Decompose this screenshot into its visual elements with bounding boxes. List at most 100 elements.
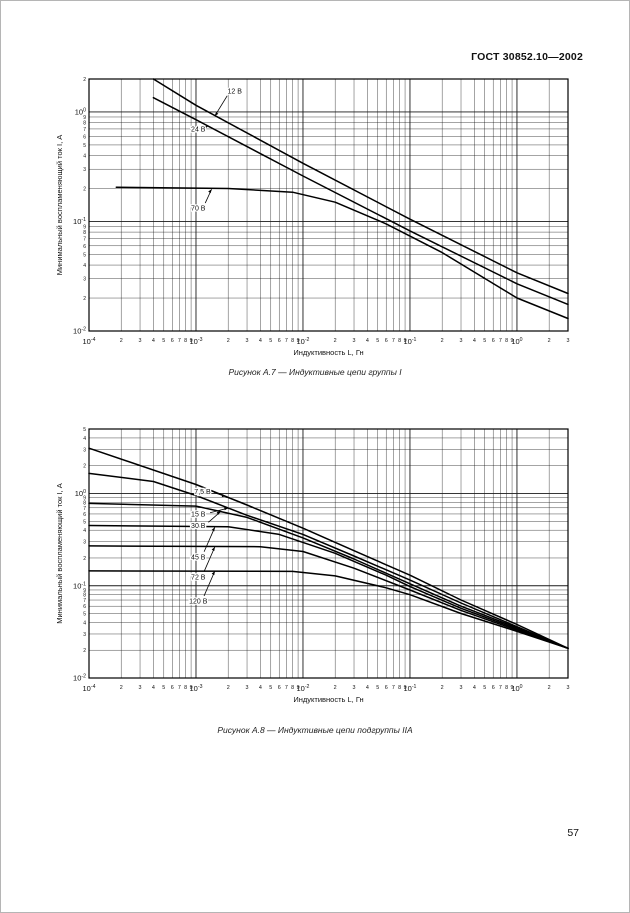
svg-text:45 В: 45 В (191, 554, 206, 561)
svg-text:5: 5 (83, 143, 86, 149)
svg-text:8: 8 (291, 685, 294, 691)
svg-text:2: 2 (334, 685, 337, 691)
svg-text:5: 5 (162, 685, 165, 691)
svg-text:7: 7 (83, 598, 86, 604)
svg-text:4: 4 (152, 338, 155, 344)
svg-text:4: 4 (83, 154, 86, 160)
svg-text:72 В: 72 В (191, 574, 206, 581)
svg-text:7: 7 (499, 685, 502, 691)
svg-text:2: 2 (83, 648, 86, 654)
page-number: 57 (567, 827, 579, 839)
svg-text:3: 3 (353, 338, 356, 344)
svg-text:8: 8 (398, 338, 401, 344)
svg-text:9: 9 (190, 685, 193, 691)
svg-text:10-1: 10-1 (403, 684, 416, 693)
svg-text:9: 9 (297, 338, 300, 344)
svg-text:10-2: 10-2 (73, 674, 86, 683)
svg-text:7: 7 (83, 127, 86, 133)
svg-text:9: 9 (83, 588, 86, 594)
svg-text:8: 8 (505, 338, 508, 344)
svg-text:8: 8 (83, 593, 86, 599)
svg-text:3: 3 (139, 685, 142, 691)
figure-a8-caption: Рисунок А.8 — Индуктивные цепи подгруппы… (217, 725, 413, 735)
svg-text:4: 4 (473, 685, 476, 691)
svg-text:30 В: 30 В (191, 523, 206, 530)
svg-text:9: 9 (297, 685, 300, 691)
svg-text:5: 5 (83, 252, 86, 258)
svg-text:7: 7 (285, 338, 288, 344)
svg-text:6: 6 (385, 338, 388, 344)
svg-text:9: 9 (83, 496, 86, 502)
svg-text:2: 2 (83, 556, 86, 562)
svg-text:8: 8 (83, 230, 86, 236)
svg-text:10-2: 10-2 (296, 337, 309, 346)
svg-text:10-4: 10-4 (83, 337, 96, 346)
svg-text:3: 3 (460, 338, 463, 344)
svg-text:6: 6 (83, 512, 86, 518)
svg-text:10-4: 10-4 (83, 684, 96, 693)
svg-text:5: 5 (83, 612, 86, 618)
svg-text:5: 5 (483, 685, 486, 691)
svg-text:6: 6 (492, 338, 495, 344)
svg-text:2: 2 (83, 77, 86, 83)
svg-text:Индуктивность L, Гн: Индуктивность L, Гн (293, 348, 363, 357)
svg-text:3: 3 (83, 277, 86, 283)
svg-text:8: 8 (291, 338, 294, 344)
svg-text:Минимальный воспламеняющий ток: Минимальный воспламеняющий ток I, А (55, 135, 64, 276)
svg-text:10-2: 10-2 (73, 327, 86, 336)
svg-text:6: 6 (278, 338, 281, 344)
svg-text:2: 2 (120, 338, 123, 344)
svg-text:6: 6 (83, 244, 86, 250)
svg-text:Индуктивность L, Гн: Индуктивность L, Гн (293, 695, 363, 704)
svg-text:4: 4 (366, 685, 369, 691)
svg-text:3: 3 (246, 685, 249, 691)
svg-text:2: 2 (334, 338, 337, 344)
svg-text:2: 2 (227, 338, 230, 344)
figure-a7-caption: Рисунок А.7 — Индуктивные цепи группы I (228, 367, 402, 377)
svg-text:6: 6 (385, 685, 388, 691)
svg-text:4: 4 (83, 620, 86, 626)
svg-text:7: 7 (392, 338, 395, 344)
svg-text:3: 3 (460, 685, 463, 691)
svg-text:70 В: 70 В (191, 205, 206, 212)
svg-text:2: 2 (83, 187, 86, 193)
svg-text:5: 5 (483, 338, 486, 344)
svg-text:8: 8 (83, 121, 86, 127)
svg-text:9: 9 (511, 685, 514, 691)
svg-text:5: 5 (269, 685, 272, 691)
svg-text:5: 5 (83, 519, 86, 525)
svg-text:7: 7 (178, 685, 181, 691)
document-header-title: ГОСТ 30852.10—2002 (471, 51, 583, 63)
svg-text:9: 9 (404, 685, 407, 691)
svg-text:8: 8 (184, 685, 187, 691)
svg-text:2: 2 (441, 685, 444, 691)
svg-text:8: 8 (184, 338, 187, 344)
svg-text:3: 3 (567, 685, 570, 691)
svg-text:4: 4 (259, 685, 262, 691)
svg-text:2: 2 (548, 338, 551, 344)
svg-text:12 В: 12 В (227, 89, 242, 96)
svg-text:10-1: 10-1 (73, 217, 86, 226)
svg-text:9: 9 (511, 338, 514, 344)
svg-text:3: 3 (83, 540, 86, 546)
svg-text:5: 5 (376, 685, 379, 691)
svg-text:2: 2 (441, 338, 444, 344)
svg-text:2: 2 (120, 685, 123, 691)
svg-text:10-1: 10-1 (403, 337, 416, 346)
svg-text:7: 7 (83, 236, 86, 242)
svg-text:9: 9 (83, 115, 86, 121)
svg-text:3: 3 (83, 447, 86, 453)
svg-text:5: 5 (269, 338, 272, 344)
svg-text:4: 4 (83, 436, 86, 442)
svg-text:5: 5 (162, 338, 165, 344)
svg-text:10-2: 10-2 (296, 684, 309, 693)
svg-text:4: 4 (473, 338, 476, 344)
svg-text:2: 2 (83, 296, 86, 302)
svg-text:3: 3 (567, 338, 570, 344)
svg-text:10-1: 10-1 (73, 581, 86, 590)
svg-text:6: 6 (171, 685, 174, 691)
svg-text:6: 6 (83, 604, 86, 610)
svg-text:6: 6 (278, 685, 281, 691)
svg-text:9: 9 (190, 338, 193, 344)
svg-text:5: 5 (83, 427, 86, 433)
